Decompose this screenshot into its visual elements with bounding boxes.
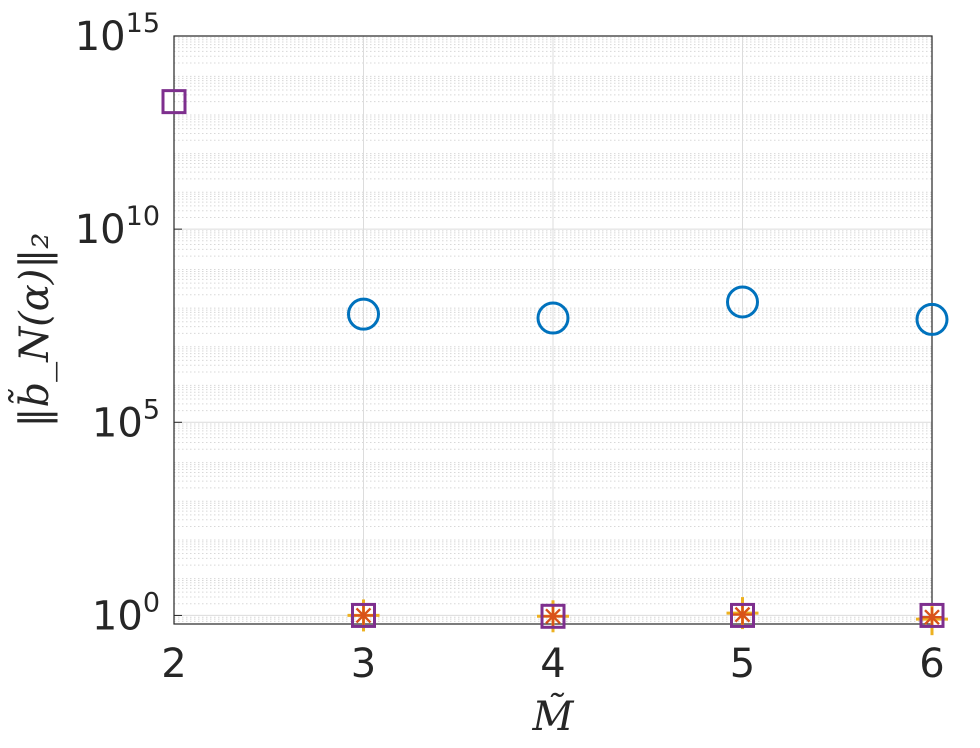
asterisk-marker <box>353 605 374 626</box>
asterisk-marker <box>732 604 753 625</box>
data-marks <box>161 89 949 636</box>
circle-marker <box>536 301 570 335</box>
asterisk-marker-stroke <box>545 608 561 625</box>
asterisk-marker <box>543 606 563 627</box>
y-axis-ticks: 100 105 1010 1015 <box>75 8 182 639</box>
y-axis-label: ‖b̃_N(α)‖₂ <box>8 233 58 428</box>
asterisk-marker-stroke <box>924 609 940 626</box>
x-tick-label: 3 <box>351 641 376 687</box>
x-tick-label: 6 <box>919 641 944 687</box>
asterisk-marker <box>922 607 942 628</box>
x-tick-label: 4 <box>540 641 565 687</box>
circle-marker <box>915 302 949 336</box>
x-tick-label: 2 <box>161 641 186 687</box>
x-axis-ticks: 2 3 4 5 6 <box>161 616 945 687</box>
square-marker <box>351 602 376 628</box>
asterisk-marker-stroke <box>734 606 751 623</box>
circle-marker <box>347 297 380 331</box>
x-axis-label: M̃ <box>532 693 575 740</box>
y-tick-label: 1015 <box>75 8 160 60</box>
y-tick-label: 1010 <box>75 201 160 253</box>
asterisk-marker-stroke <box>355 607 372 624</box>
y-tick-label: 105 <box>92 394 160 446</box>
x-tick-label: 5 <box>730 641 755 687</box>
square-marker <box>540 603 566 629</box>
y-tick-label: 100 <box>92 587 160 639</box>
circle-marker <box>726 285 759 319</box>
square-marker <box>919 602 945 628</box>
square-marker <box>161 89 187 115</box>
square-marker <box>730 602 755 628</box>
grid <box>173 35 933 625</box>
